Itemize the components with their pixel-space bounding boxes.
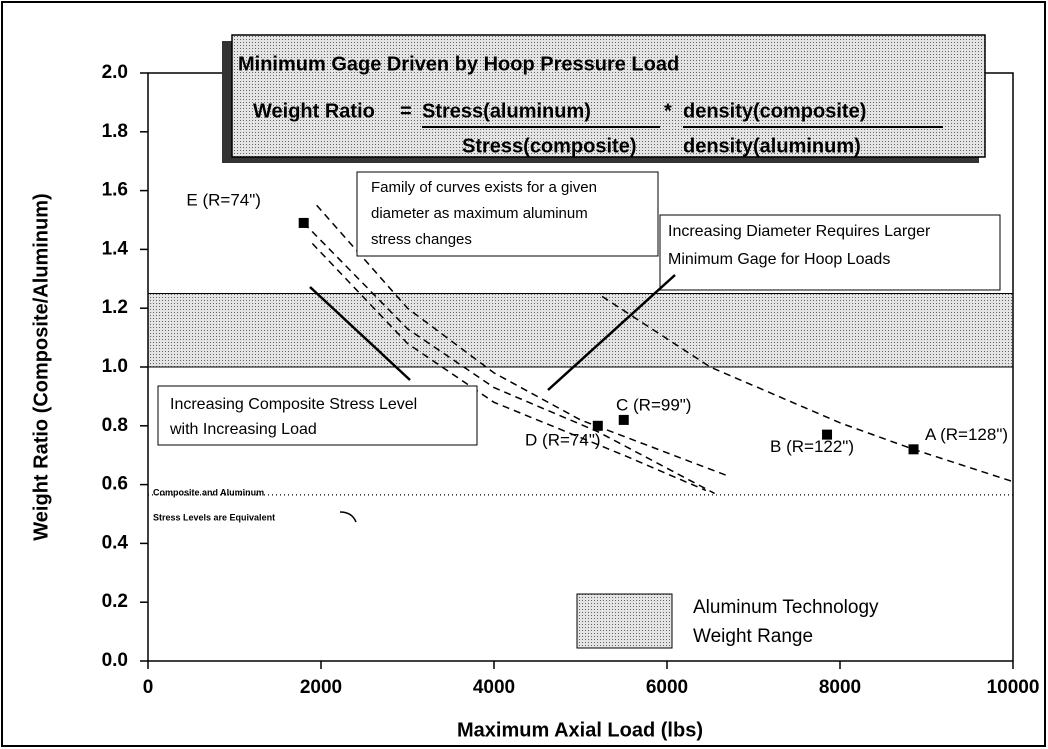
x-tick-label: 10000 <box>987 677 1040 698</box>
curve <box>303 222 715 495</box>
x-tick-label: 6000 <box>646 677 688 698</box>
legend-swatch <box>576 593 673 649</box>
y-tick-label: 1.0 <box>102 356 128 377</box>
note: Composite and Aluminum <box>153 487 264 497</box>
formula-num: density(composite) <box>683 100 866 122</box>
formula-den: Stress(composite) <box>462 135 637 157</box>
curve <box>601 295 1014 483</box>
title-box <box>231 34 986 158</box>
arrow <box>339 511 357 523</box>
point-label: E (R=74") <box>186 190 261 209</box>
annotation: diameter as maximum aluminum <box>371 205 588 222</box>
y-axis-label: Weight Ratio (Composite/Aluminum) <box>30 193 52 540</box>
y-tick-label: 1.2 <box>102 297 128 318</box>
x-tick-label: 2000 <box>300 677 342 698</box>
curve <box>311 243 707 492</box>
arrow <box>547 274 676 391</box>
x-tick-label: 8000 <box>819 677 861 698</box>
callout-box <box>659 214 1001 291</box>
y-tick-label: 0.0 <box>102 650 128 671</box>
y-tick-label: 0.4 <box>102 532 129 553</box>
point-label: C (R=99") <box>616 395 691 414</box>
title: Minimum Gage Driven by Hoop Pressure Loa… <box>238 53 679 75</box>
legend-label: Weight Range <box>693 626 813 647</box>
annotation: Increasing Diameter Requires Larger <box>668 223 931 240</box>
y-tick-label: 0.8 <box>102 415 128 436</box>
annotations: Composite and Aluminum Stress Levels are … <box>153 179 1008 522</box>
y-tick-label: 1.8 <box>102 121 128 142</box>
formula-den: density(aluminum) <box>683 135 861 157</box>
plot-area: 0.0 0.2 0.4 0.6 0.8 1.0 1.2 1.4 1.6 1.8 2.0 0 2000 40… <box>102 62 1040 698</box>
y-tick-label: 0.6 <box>102 474 128 495</box>
x-tick-label: 4000 <box>473 677 515 698</box>
point-label: D (R=74") <box>525 430 600 449</box>
weight-range-band <box>147 293 1014 368</box>
formula-times: * <box>664 100 672 122</box>
legend-label: Aluminum Technology <box>693 597 879 618</box>
data-point <box>298 217 309 228</box>
data-point <box>618 414 629 425</box>
data-point <box>592 420 603 431</box>
point-label: A (R=128") <box>925 425 1008 444</box>
note: Stress Levels are Equivalent <box>153 512 275 522</box>
annotation: with Increasing Load <box>169 421 317 438</box>
annotation: Minimum Gage for Hoop Loads <box>668 251 890 268</box>
annotation: stress changes <box>371 231 472 248</box>
callout-box <box>356 171 659 257</box>
curve <box>316 204 728 477</box>
formula-num: Stress(aluminum) <box>422 100 591 122</box>
callout-box <box>157 385 478 446</box>
x-axis-label: Maximum Axial Load (lbs) <box>457 719 703 741</box>
annotation: Family of curves exists for a given <box>371 179 597 196</box>
point-label: B (R=122") <box>770 437 854 456</box>
y-tick-label: 2.0 <box>102 62 128 83</box>
y-tick-label: 1.4 <box>102 238 129 259</box>
y-tick-label: 1.6 <box>102 180 128 201</box>
arrow <box>309 286 411 381</box>
data-point <box>908 444 919 455</box>
data-point <box>822 429 833 440</box>
formula-lhs: Weight Ratio <box>253 100 375 122</box>
annotation: Increasing Composite Stress Level <box>170 396 417 413</box>
formula-eq: = <box>400 100 412 122</box>
y-tick-label: 0.2 <box>102 591 128 612</box>
x-tick-label: 0 <box>143 677 154 698</box>
